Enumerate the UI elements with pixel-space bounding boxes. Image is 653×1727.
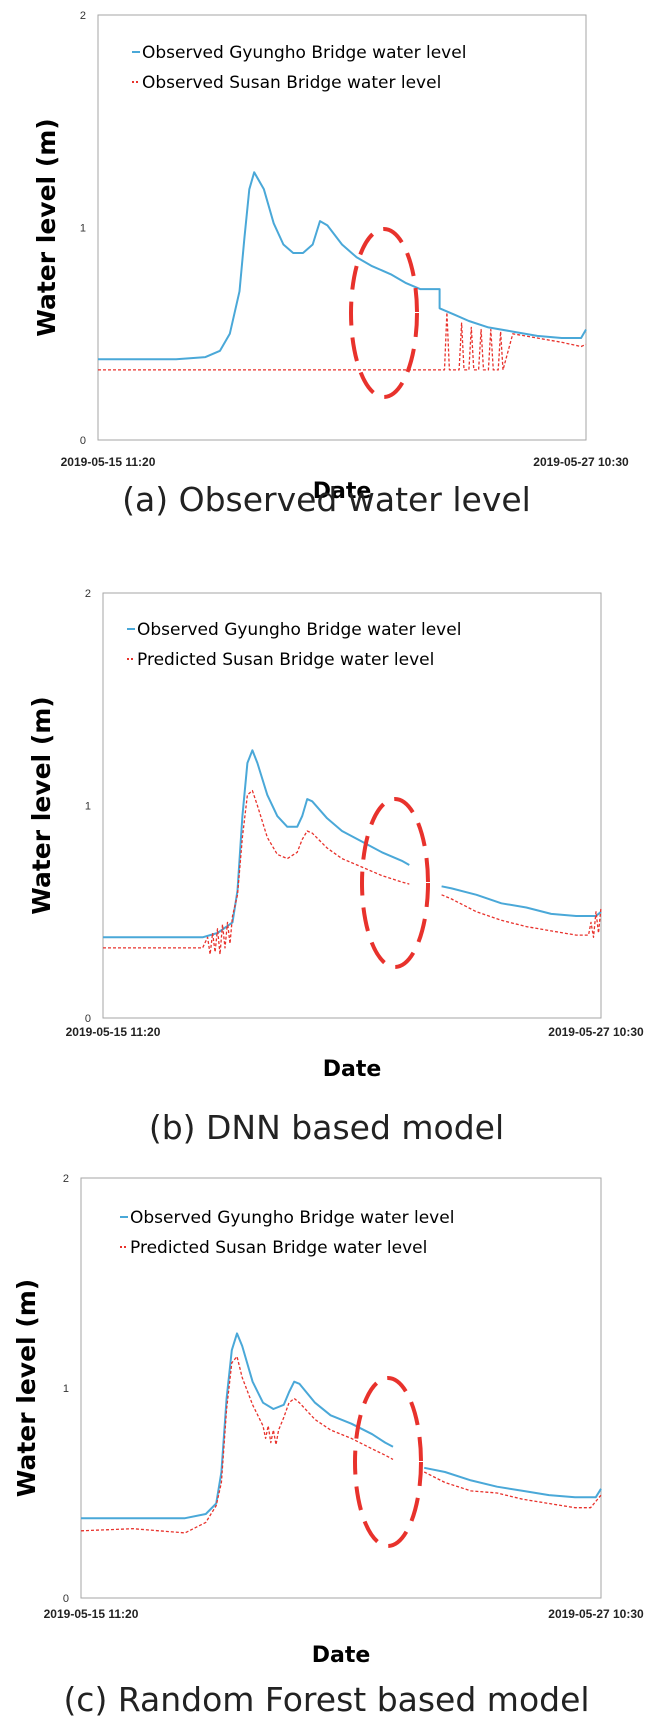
- x-start-date-label: 2019-05-15 11:20: [66, 1025, 161, 1039]
- x-end-date-label: 2019-05-27 10:30: [548, 1607, 644, 1621]
- legend-label-1: Observed Gyungho Bridge water level: [142, 43, 466, 63]
- plot-area: [102, 592, 602, 1019]
- chart-panel-a: 0 1 2 2019-05-15 11:20 2019-05-27 10:30 Date W…: [0, 0, 653, 545]
- series-line-2: [80, 1355, 602, 1534]
- x-axis-title: Date: [313, 479, 372, 504]
- panel-caption-a: (a) Observed water level: [122, 480, 531, 519]
- y-axis-title: Water level (m): [12, 1279, 41, 1497]
- plot-area: [80, 1177, 602, 1599]
- legend-label-1: Observed Gyungho Bridge water level: [130, 1208, 454, 1228]
- x-end-date-label: 2019-05-27 10:30: [533, 455, 629, 469]
- annotation-ellipse: [360, 797, 430, 969]
- plot-area: [97, 14, 587, 441]
- y-tick-label: 2: [63, 1173, 69, 1185]
- y-tick-label: 0: [80, 435, 86, 447]
- y-tick-label: 2: [80, 10, 86, 22]
- y-axis-title: Water level (m): [32, 118, 61, 336]
- y-tick-label: 0: [63, 1593, 69, 1605]
- y-tick-label: 0: [85, 1013, 91, 1025]
- chart-panel-c: 0 1 2 2019-05-15 11:20 2019-05-27 10:30 Date W…: [0, 1160, 653, 1727]
- y-axis-title: Water level (m): [27, 696, 56, 914]
- x-end-date-label: 2019-05-27 10:30: [548, 1025, 644, 1039]
- annotation-ellipse: [349, 227, 419, 399]
- x-start-date-label: 2019-05-15 11:20: [44, 1607, 139, 1621]
- legend-label-1: Observed Gyungho Bridge water level: [137, 620, 461, 640]
- series-line-1: [81, 1332, 602, 1520]
- panel-caption-c: (c) Random Forest based model: [63, 1680, 590, 1719]
- y-tick-label: 2: [85, 588, 91, 600]
- x-axis-title: Date: [312, 1643, 371, 1668]
- annotation-ellipse: [353, 1376, 423, 1548]
- series-line-2: [98, 311, 587, 371]
- chart-svg-c: 0 1 2 2019-05-15 11:20 2019-05-27 10:30 Date W…: [12, 1173, 644, 1668]
- y-tick-label: 1: [63, 1383, 69, 1395]
- legend-label-2: Observed Susan Bridge water level: [142, 73, 441, 93]
- series-line-2: [103, 789, 602, 955]
- panel-caption-b: (b) DNN based model: [148, 1108, 505, 1147]
- y-tick-label: 1: [85, 801, 91, 813]
- series-line-1: [98, 171, 587, 361]
- legend-label-2: Predicted Susan Bridge water level: [130, 1238, 427, 1258]
- legend-label-2: Predicted Susan Bridge water level: [137, 650, 434, 670]
- chart-panel-b: 0 1 2 2019-05-15 11:20 2019-05-27 10:30 Date W…: [0, 578, 653, 1168]
- y-tick-label: 1: [80, 223, 86, 235]
- x-axis-title: Date: [323, 1057, 382, 1082]
- x-start-date-label: 2019-05-15 11:20: [61, 455, 156, 469]
- chart-svg-a: 0 1 2 2019-05-15 11:20 2019-05-27 10:30 Date W…: [32, 10, 629, 504]
- chart-svg-b: 0 1 2 2019-05-15 11:20 2019-05-27 10:30 Date W…: [27, 588, 644, 1082]
